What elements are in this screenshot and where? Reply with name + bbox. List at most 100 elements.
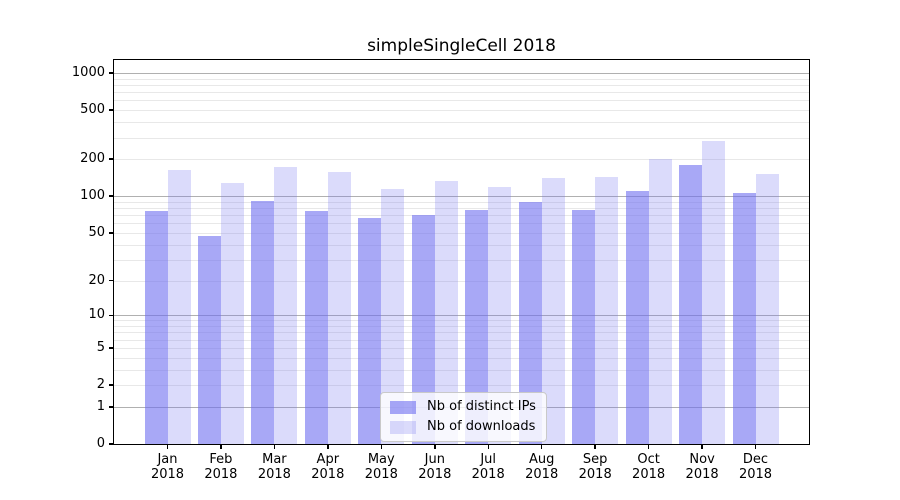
x-axis-tick xyxy=(594,445,596,449)
gridline-minor xyxy=(114,201,809,203)
legend-label-downloads: Nb of downloads xyxy=(427,419,536,434)
x-axis-tick xyxy=(220,445,222,449)
legend-label-distinct-ips: Nb of distinct IPs xyxy=(427,399,536,414)
bar-distinct-ips xyxy=(144,211,168,444)
gridline-minor xyxy=(114,326,809,327)
x-axis-tick xyxy=(647,445,650,449)
bar-downloads xyxy=(702,141,726,444)
y-axis-tick-label: 1 xyxy=(96,398,105,414)
gridline-minor xyxy=(114,332,809,334)
gridline-major xyxy=(114,196,809,198)
y-axis-tick xyxy=(109,158,113,160)
gridline-minor xyxy=(114,369,809,371)
x-axis-tick xyxy=(166,445,169,449)
bar-distinct-ips xyxy=(251,201,275,444)
gridline-minor xyxy=(114,92,809,94)
x-axis-tick-label: Sep 2018 xyxy=(578,452,612,482)
y-axis-tick-label: 500 xyxy=(80,102,105,118)
y-axis-tick xyxy=(109,314,113,316)
y-axis-tick-label: 2 xyxy=(96,377,105,392)
gridline-minor xyxy=(114,385,809,386)
y-axis-tick xyxy=(109,406,113,408)
gridline-minor xyxy=(114,244,809,246)
x-axis-tick-label: Mar 2018 xyxy=(257,452,291,482)
gridline-minor xyxy=(114,84,809,86)
gridline-minor xyxy=(114,339,809,341)
bar-distinct-ips xyxy=(572,210,596,444)
x-axis-tick-label: Aug 2018 xyxy=(525,452,559,482)
legend-swatch-downloads xyxy=(390,420,416,434)
bar-distinct-ips xyxy=(679,164,703,444)
legend-item-downloads: Nb of downloads xyxy=(390,419,537,435)
bar-downloads xyxy=(434,180,458,444)
y-axis-tick-label: 200 xyxy=(80,151,105,167)
gridline-minor xyxy=(114,357,809,359)
bar-downloads xyxy=(648,159,672,444)
gridline-major xyxy=(114,73,809,74)
x-axis-tick xyxy=(380,445,383,449)
bar-distinct-ips xyxy=(465,210,489,444)
y-axis-tick-label: 1000 xyxy=(71,65,105,80)
gridline-minor xyxy=(114,232,809,234)
y-axis-tick xyxy=(109,232,113,234)
bar-distinct-ips xyxy=(518,202,542,444)
y-axis-tick xyxy=(109,72,113,74)
gridline-minor xyxy=(114,100,809,102)
y-axis-tick xyxy=(109,443,113,445)
x-axis-tick-label: Jan 2018 xyxy=(150,452,185,482)
gridline-minor xyxy=(114,259,809,261)
y-axis-tick xyxy=(109,384,113,386)
bar-distinct-ips xyxy=(197,236,221,444)
bar-distinct-ips xyxy=(411,215,435,444)
bar-downloads xyxy=(755,173,779,444)
bar-downloads xyxy=(167,170,191,444)
y-axis-tick xyxy=(109,195,113,197)
bar-distinct-ips xyxy=(625,191,649,444)
bar-distinct-ips xyxy=(358,218,382,444)
gridline-minor xyxy=(114,137,809,139)
bar-downloads xyxy=(595,176,619,444)
y-axis-tick-label: 10 xyxy=(88,307,105,323)
gridline-minor xyxy=(114,122,809,124)
x-axis-tick xyxy=(487,445,489,449)
gridline-minor xyxy=(114,78,809,80)
x-axis-tick-label: May 2018 xyxy=(364,452,398,482)
bar-downloads xyxy=(381,188,405,444)
x-axis-tick xyxy=(540,445,543,449)
y-axis-tick-label: 0 xyxy=(96,436,105,451)
bar-downloads xyxy=(327,172,351,444)
gridline-minor xyxy=(114,320,809,322)
x-axis-tick xyxy=(273,445,276,449)
x-axis-tick-label: Jun 2018 xyxy=(418,452,452,482)
bar-downloads xyxy=(220,183,244,444)
x-axis-tick xyxy=(754,445,757,449)
y-axis-tick xyxy=(109,347,113,349)
gridline-minor xyxy=(114,159,809,161)
x-axis-tick xyxy=(434,445,436,449)
y-axis-tick xyxy=(109,109,113,111)
x-axis-tick-label: Jul 2018 xyxy=(471,452,505,482)
chart-title: simpleSingleCell 2018 xyxy=(367,36,556,56)
bar-downloads xyxy=(541,177,565,444)
x-axis-tick xyxy=(701,445,703,449)
plot-area: Nb of distinct IPs Nb of downloads xyxy=(113,59,810,445)
legend-item-distinct-ips: Nb of distinct IPs xyxy=(390,399,537,415)
y-axis-tick-label: 50 xyxy=(88,224,105,240)
x-axis-tick-label: Feb 2018 xyxy=(204,452,238,482)
x-axis-tick-label: Oct 2018 xyxy=(632,452,666,482)
gridline-minor xyxy=(114,223,809,225)
gridline-minor xyxy=(114,347,809,349)
gridline-major xyxy=(114,315,809,317)
gridline-minor xyxy=(114,208,809,209)
y-axis-tick xyxy=(109,279,113,282)
bar-downloads xyxy=(488,187,512,444)
x-axis-tick-label: Apr 2018 xyxy=(311,452,345,482)
y-axis-tick-label: 100 xyxy=(80,188,105,204)
gridline-minor xyxy=(114,110,809,112)
bar-distinct-ips xyxy=(732,192,756,444)
legend-swatch-distinct-ips xyxy=(390,400,416,414)
bar-distinct-ips xyxy=(304,211,328,444)
x-axis-tick xyxy=(327,445,329,449)
gridline-minor xyxy=(114,215,809,217)
